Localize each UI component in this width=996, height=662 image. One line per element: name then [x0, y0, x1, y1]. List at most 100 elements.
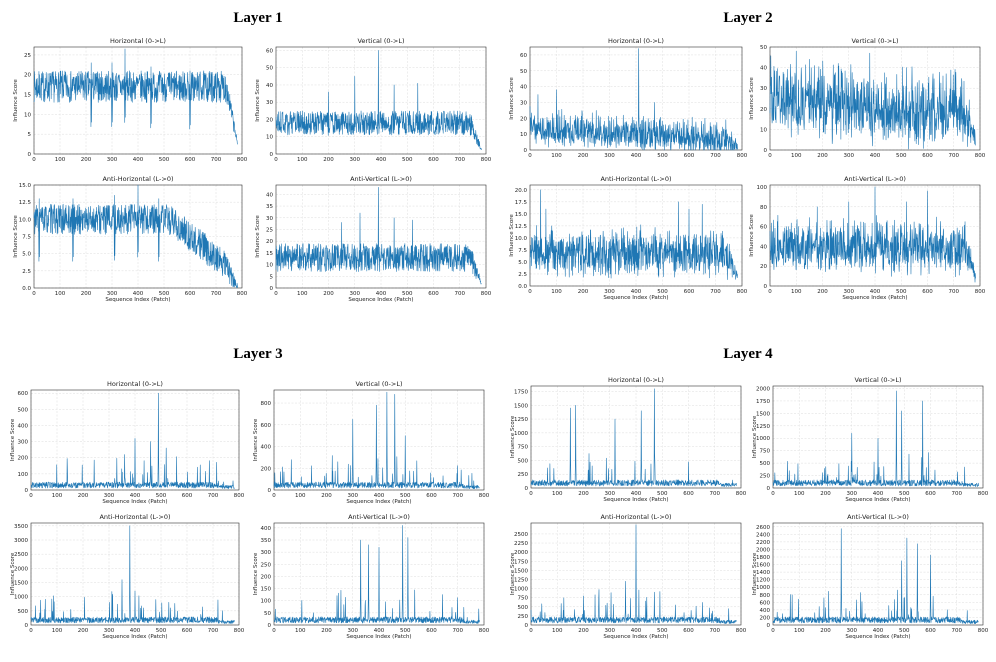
series-line [275, 187, 482, 285]
y-tick-label: 1000 [756, 436, 770, 442]
y-tick-label: 3500 [14, 524, 28, 530]
y-tick-label: 0 [525, 623, 529, 629]
y-tick-label: 50 [760, 45, 767, 51]
y-tick-label: 1600 [756, 563, 770, 569]
x-tick-label: 700 [710, 491, 721, 497]
x-tick-label: 600 [683, 491, 694, 497]
y-tick-label: 17.5 [515, 200, 528, 206]
x-tick-label: 400 [631, 628, 642, 634]
series-line [273, 525, 480, 624]
y-tick-label: 15.0 [515, 212, 528, 218]
x-tick-label: 400 [376, 291, 387, 297]
y-tick-label: 7.5 [518, 248, 527, 254]
x-tick-label: 800 [736, 628, 747, 634]
y-tick-label: 3000 [14, 538, 28, 544]
x-tick-label: 500 [400, 493, 411, 499]
y-tick-label: 1000 [14, 595, 28, 601]
x-tick-label: 0 [272, 493, 276, 499]
x-tick-label: 600 [428, 291, 439, 297]
y-tick-label: 600 [261, 423, 272, 429]
y-tick-label: 750 [518, 596, 529, 602]
y-tick-label: 2000 [756, 386, 770, 392]
x-tick-label: 300 [847, 491, 858, 497]
y-tick-label: 200 [261, 466, 272, 472]
y-tick-label: 1500 [514, 403, 528, 409]
x-tick-label: 400 [631, 153, 642, 159]
y-axis-label: Influence Score [510, 552, 516, 595]
y-tick-label: 1250 [756, 424, 770, 430]
y-tick-label: 1750 [756, 399, 770, 405]
x-tick-label: 400 [374, 628, 385, 634]
x-tick-label: 100 [551, 153, 562, 159]
y-tick-label: 40 [266, 192, 273, 198]
y-tick-label: 500 [18, 407, 29, 413]
y-tick-label: 1500 [514, 568, 528, 574]
x-tick-label: 0 [274, 157, 278, 163]
x-tick-label: 500 [156, 493, 167, 499]
y-tick-label: 0 [28, 152, 32, 158]
x-tick-label: 0 [29, 628, 33, 634]
y-tick-label: 2000 [514, 550, 528, 556]
y-tick-label: 350 [261, 538, 272, 544]
plot-frame [273, 522, 485, 626]
layer-title: Layer 1 [233, 10, 283, 26]
series-line [33, 48, 238, 145]
x-tick-label: 500 [896, 153, 907, 159]
x-tick-label: 800 [479, 628, 490, 634]
x-tick-label: 100 [794, 628, 805, 634]
y-tick-label: 300 [18, 440, 29, 446]
x-tick-label: 200 [578, 153, 589, 159]
plot-frame [30, 522, 240, 626]
y-tick-label: 0 [767, 623, 771, 629]
x-axis-label: Sequence Index (Patch) [842, 295, 907, 301]
x-tick-label: 100 [297, 157, 308, 163]
x-tick-label: 200 [321, 628, 332, 634]
x-tick-label: 100 [297, 291, 308, 297]
y-tick-label: 25 [266, 227, 273, 233]
y-tick-label: 35 [266, 204, 273, 210]
panel-title: Anti-Horizontal (L->0) [99, 513, 170, 521]
x-tick-label: 300 [844, 289, 855, 295]
plot-frame [30, 389, 240, 491]
x-tick-label: 700 [455, 291, 466, 297]
x-tick-label: 600 [925, 628, 936, 634]
plot-frame [529, 184, 743, 287]
y-tick-label: 200 [760, 615, 771, 621]
x-tick-label: 0 [529, 628, 533, 634]
chart-panel: 0200400600800100012001400160018002000220… [752, 513, 989, 640]
y-tick-label: 800 [261, 401, 272, 407]
y-tick-label: 2400 [756, 532, 770, 538]
y-axis-label: Influence Score [10, 418, 16, 461]
x-tick-label: 100 [552, 491, 563, 497]
x-tick-label: 200 [78, 493, 89, 499]
y-tick-label: 40 [266, 83, 273, 89]
panel-title: Vertical (0->L) [851, 37, 898, 45]
y-tick-label: 500 [518, 458, 529, 464]
x-tick-label: 600 [922, 289, 933, 295]
x-tick-label: 700 [710, 289, 721, 295]
x-tick-label: 0 [274, 291, 278, 297]
y-tick-label: 20.0 [515, 188, 528, 194]
panel-title: Horizontal (0->L) [107, 380, 163, 388]
chart-panel: 0 500 1000 1500 2000 2500 3000 3500 0 100 200 300 40… [10, 513, 245, 640]
y-tick-label: 2500 [514, 532, 528, 538]
x-tick-label: 500 [896, 289, 907, 295]
y-tick-label: 300 [261, 550, 272, 556]
panel-title: Vertical (0->L) [357, 37, 404, 45]
y-tick-label: 0 [25, 623, 29, 629]
x-tick-label: 600 [922, 153, 933, 159]
x-tick-label: 800 [975, 289, 986, 295]
x-tick-label: 500 [159, 291, 170, 297]
x-tick-label: 600 [428, 157, 439, 163]
panel-title: Anti-Horizontal (L->0) [600, 513, 671, 521]
y-tick-label: 5.0 [518, 260, 527, 266]
x-tick-label: 100 [552, 628, 563, 634]
plot-frame [530, 385, 742, 489]
x-tick-label: 200 [578, 628, 589, 634]
x-tick-label: 300 [104, 493, 115, 499]
y-tick-label: 150 [261, 587, 272, 593]
y-tick-label: 250 [261, 562, 272, 568]
x-tick-label: 0 [771, 628, 775, 634]
x-axis-label: Sequence Index (Patch) [105, 297, 170, 303]
y-tick-label: 12.5 [19, 200, 32, 206]
